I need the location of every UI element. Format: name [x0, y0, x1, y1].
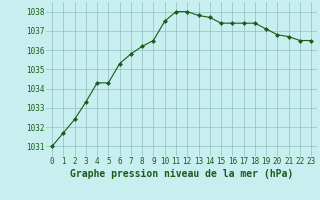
X-axis label: Graphe pression niveau de la mer (hPa): Graphe pression niveau de la mer (hPa)	[70, 169, 293, 179]
